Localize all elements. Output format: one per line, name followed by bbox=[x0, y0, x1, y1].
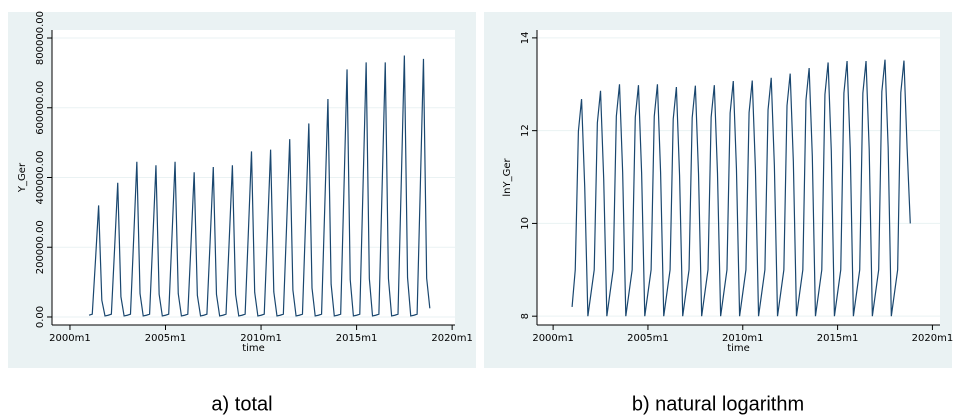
x-tick-label: 2000m1 bbox=[532, 333, 574, 344]
y-tick-label: 14 bbox=[520, 32, 531, 45]
caption: b) natural logarithm bbox=[632, 393, 804, 415]
y-tick-label: 12 bbox=[520, 124, 531, 137]
x-tick-label: 2015m1 bbox=[336, 333, 378, 344]
y-tick-label: 200000.00 bbox=[35, 220, 46, 274]
x-tick-label: 2005m1 bbox=[145, 333, 187, 344]
x-tick-label: 2005m1 bbox=[627, 333, 669, 344]
y-axis-title: Y_Ger bbox=[17, 162, 28, 193]
x-tick-label: 2010m1 bbox=[722, 333, 764, 344]
series-line bbox=[571, 59, 911, 317]
y-tick-label: 8 bbox=[520, 313, 531, 319]
y-tick-label: 400000.00 bbox=[35, 150, 46, 204]
x-axis-title: time bbox=[727, 343, 750, 354]
x-tick-label: 2020m1 bbox=[912, 333, 954, 344]
x-tick-label: 2020m1 bbox=[431, 333, 473, 344]
x-tick-label: 2010m1 bbox=[240, 333, 282, 344]
y-tick-label: 800000.00 bbox=[35, 11, 46, 65]
y-tick-label: 600000.00 bbox=[35, 81, 46, 135]
series-line bbox=[88, 55, 431, 317]
y-tick-label: 0.00 bbox=[35, 306, 46, 328]
x-axis-title: time bbox=[242, 343, 265, 354]
y-tick-label: 10 bbox=[520, 217, 531, 230]
y-axis-title: lnY_Ger bbox=[502, 157, 513, 196]
x-tick-label: 2000m1 bbox=[49, 333, 91, 344]
x-tick-label: 2015m1 bbox=[817, 333, 859, 344]
caption: a) total bbox=[211, 393, 272, 415]
